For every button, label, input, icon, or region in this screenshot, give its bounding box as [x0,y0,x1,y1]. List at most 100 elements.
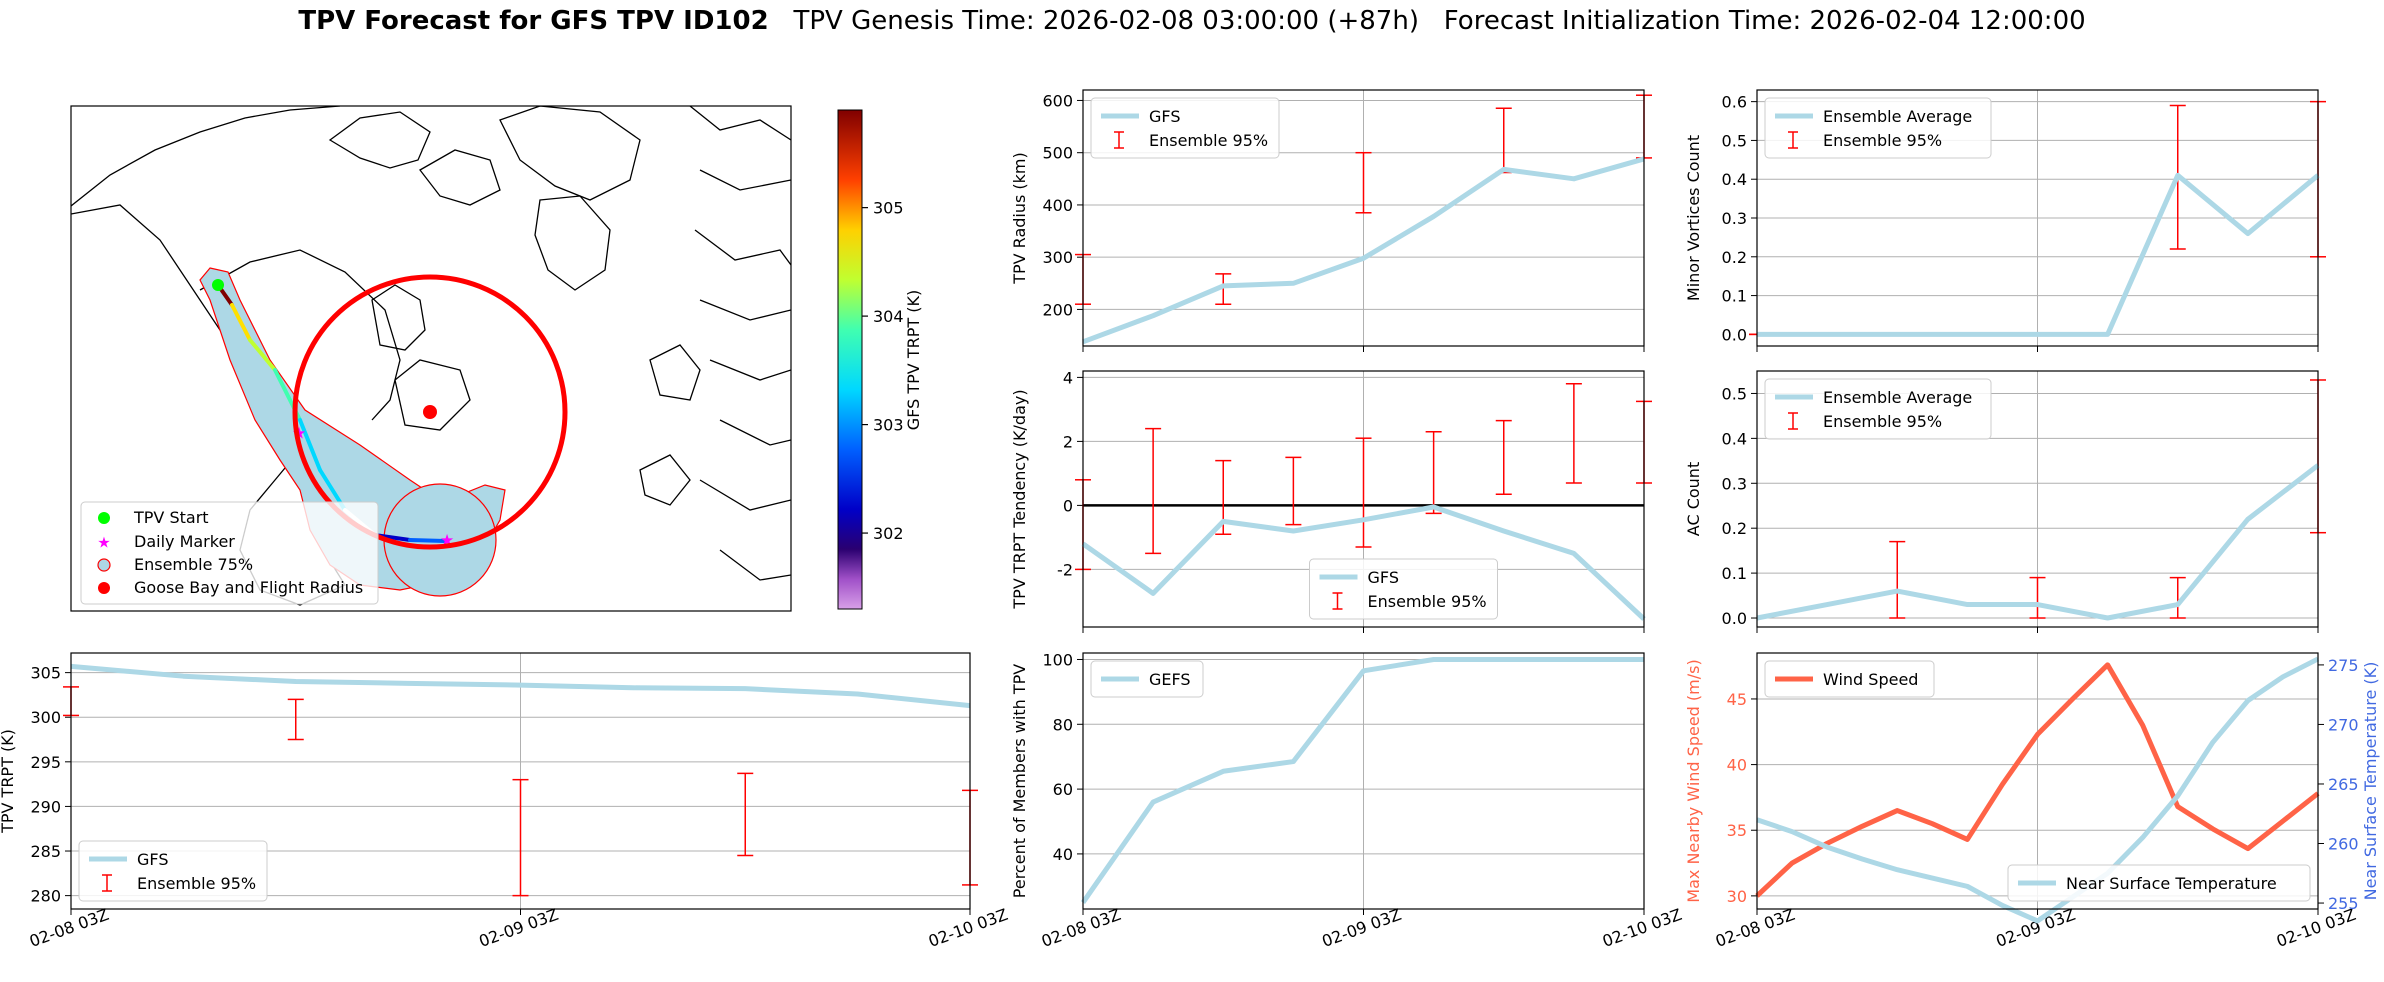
legend-label: GFS [1368,568,1399,587]
chart-ac: 0.0 0.1 0.2 0.3 0.4 0.5 AC Count Ensemble Avera… [1684,370,2326,633]
y-tick-label: 300 [1042,248,1073,267]
legend-box [1764,660,1935,698]
legend-start-label: TPV Start [133,508,209,527]
legend-daily-label: Daily Marker [134,532,235,551]
legend-label: Ensemble 95% [137,874,256,893]
y-tick-label: 0.5 [1722,131,1747,150]
legend: GFS Ensemble 95% [1090,97,1280,159]
labrador [394,359,471,431]
colorbar-tick-label: 305 [873,199,904,218]
legend: Ensemble Average Ensemble 95% [1764,97,1992,159]
series-line-ensemble-average [1756,463,2320,621]
legend-errorbar-icon [102,874,112,892]
errorbar [2029,576,2046,619]
errorbar [1285,456,1302,526]
legend-label: GEFS [1149,670,1191,689]
legend: GFS Ensemble 95% [78,840,268,902]
legend: Wind Speed [1764,660,1935,698]
y2-tick-label: 275 [2328,656,2359,675]
y2-tick-label: 265 [2328,775,2359,794]
errorbar [287,698,304,741]
y-tick-label: 0.3 [1722,209,1747,228]
series-line-gfs [70,663,971,709]
colorbar-ticks: 302 303 304 305 [862,199,904,543]
y-tick-label: 0.1 [1722,564,1747,583]
track-seg-2 [230,303,252,342]
legend-ensemble-label: Ensemble 75% [134,555,253,574]
x-tick-label: 02-09 03Z [1993,905,2077,951]
y-tick-label: 0.5 [1722,384,1747,403]
map-panel: ★ ★ TPV Start ★ Daily Marker Ensemble 75… [70,105,923,612]
legend-ensemble-icon [97,558,111,572]
y-tick-label: 305 [30,664,61,683]
chart-radius: 200 300 400 500 600 TPV Radius (km) GFS Ensembl… [1010,89,1652,352]
chart-tendency: -2 0 2 4 TPV TRPT Tendency (K/day) GFS Ensembl… [1010,368,1652,633]
y-axis-label: AC Count [1684,462,1703,536]
errorbar [1355,151,1372,214]
legend-errorbar-icon [1788,412,1798,430]
y2-tick-label: 260 [2328,835,2359,854]
series-line-gefs [1080,656,1644,904]
coastline-arctic [71,106,341,207]
x-tick-label: 02-08 03Z [1039,905,1123,951]
island-3 [371,284,426,351]
chart-frame [1756,370,2319,628]
legend-box [1764,378,1992,440]
flight-radius-circle [292,274,568,550]
legend-label: Ensemble Average [1823,388,1972,407]
legend-box [1764,97,1992,159]
errorbar [1889,540,1906,619]
island-2 [419,149,501,206]
colorbar: 302 303 304 305 GFS TPV TRPT (K) [837,109,923,610]
series-line-gfs [1081,504,1646,621]
errorbar [1495,419,1512,495]
legend-errorbar-icon [1114,131,1124,149]
y-tick-label: 0.2 [1722,519,1747,538]
chart-frame [1756,89,2319,347]
series-line-near-surface-temperature [1756,656,2320,924]
errorbar [737,772,754,857]
legend-label: Ensemble 95% [1823,131,1942,150]
legend-label: Ensemble 95% [1823,412,1942,431]
colorbar-tick-label: 304 [873,307,904,326]
legend: Ensemble Average Ensemble 95% [1764,378,1992,440]
greenland-north [499,106,641,201]
y-axis-label: TPV Radius (km) [1010,152,1029,285]
errorbar [1215,273,1232,305]
legend-label: Ensemble 95% [1149,131,1268,150]
track-seg-3 [248,338,277,372]
y-tick-label: 0.3 [1722,474,1747,493]
chart-frame [70,652,971,910]
x-tick-label: 02-10 03Z [1600,905,1684,951]
legend-label: GFS [1149,107,1180,126]
legend-errorbar-icon [1332,592,1343,610]
legend-daily-icon: ★ [97,534,110,552]
greenland-south [534,195,611,291]
island-1 [328,111,431,169]
coastline-europe [689,106,791,581]
errorbar [512,778,529,897]
y-tick-label: 0.0 [1722,325,1747,344]
x-tick-label: 02-08 03Z [1713,905,1797,951]
y-axis-label: TPV TRPT (K) [0,729,17,834]
errorbar [1145,427,1162,555]
chart-minor: 0.0 0.1 0.2 0.3 0.4 0.5 0.6 Minor Vortices Coun… [1684,89,2326,352]
legend-label: Near Surface Temperature [2066,874,2277,893]
chart-percent: 40 60 80 100 02-08 03Z 02-09 03Z 02-10 03Z Perc… [1010,650,1684,950]
legend: GEFS [1090,660,1204,698]
series-line-gfs [1082,156,1645,345]
legend-label: GFS [137,850,168,869]
y2-tick-label: 255 [2328,894,2359,913]
legend-box [2007,864,2311,902]
colorbar-label: GFS TPV TRPT (K) [904,290,923,430]
title-genesis: TPV Genesis Time: 2026-02-08 03:00:00 (+… [793,6,1419,36]
legend-box [1090,660,1204,698]
title-main: TPV Forecast for GFS TPV ID102 [298,6,769,36]
chart-frame [1082,89,1645,347]
errorbar [1565,383,1582,484]
y-tick-label: 290 [30,797,61,816]
y-tick-label: 295 [30,753,61,772]
y-tick-label: 0.1 [1722,287,1747,306]
